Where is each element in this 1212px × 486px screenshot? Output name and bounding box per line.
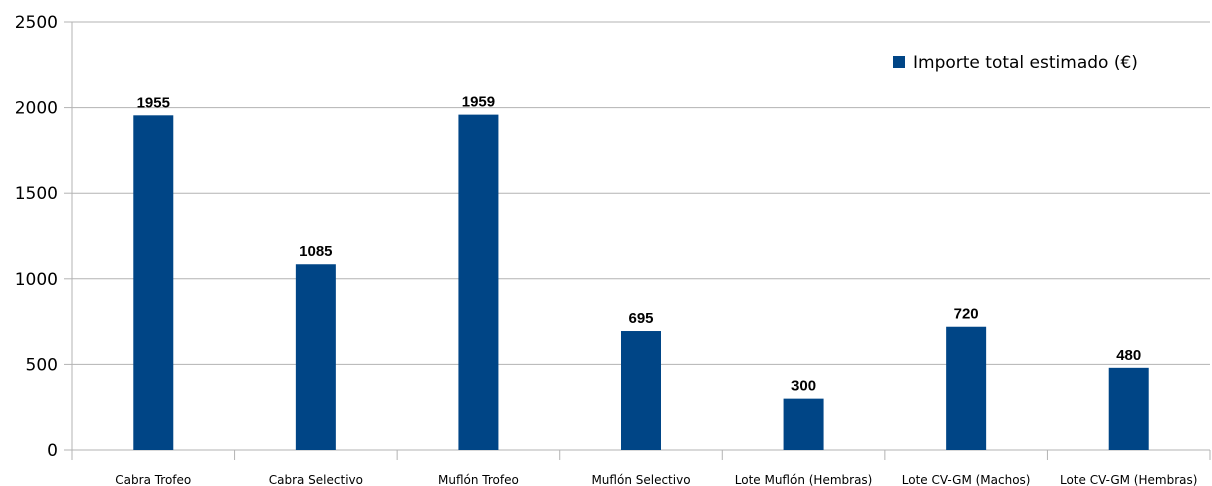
y-tick-label: 1000 [15, 270, 58, 290]
x-category-label: Lote CV-GM (Hembras) [1060, 473, 1197, 486]
legend-swatch [893, 56, 905, 68]
bar [1108, 367, 1149, 450]
y-tick-label: 0 [47, 441, 58, 461]
y-tick-label: 2500 [15, 13, 58, 33]
bar [783, 398, 824, 450]
y-tick-label: 500 [26, 355, 58, 375]
y-tick-label: 1500 [15, 184, 58, 204]
data-label: 1955 [137, 94, 170, 111]
x-category-label: Muflón Trofeo [438, 473, 519, 486]
x-category-label: Lote CV-GM (Machos) [902, 473, 1031, 486]
data-label: 720 [954, 306, 979, 323]
bar [621, 331, 661, 450]
bar [295, 264, 336, 450]
bar [133, 115, 174, 450]
legend: Importe total estimado (€) [893, 53, 1138, 73]
data-label: 1085 [299, 243, 332, 260]
y-tick-label: 2000 [15, 99, 58, 119]
x-category-label: Lote Muflón (Hembras) [735, 473, 873, 486]
x-category-label: Muflón Selectivo [591, 473, 690, 486]
data-label: 695 [628, 310, 653, 327]
bar [946, 326, 987, 450]
data-label: 300 [791, 378, 816, 395]
gridlines [72, 21, 1210, 365]
data-label: 1959 [462, 94, 495, 111]
x-category-label: Cabra Trofeo [115, 473, 191, 486]
x-category-label: Cabra Selectivo [269, 473, 363, 486]
data-labels: 1955 1085 1959 695 300 720 480 [137, 94, 1142, 395]
bar [458, 114, 499, 450]
legend-label: Importe total estimado (€) [913, 53, 1138, 73]
data-label: 480 [1116, 347, 1141, 364]
axes: 0 500 1000 1500 2000 2500 Cabra Trofeo Cabra Se… [15, 13, 1211, 486]
bars [133, 114, 1149, 450]
